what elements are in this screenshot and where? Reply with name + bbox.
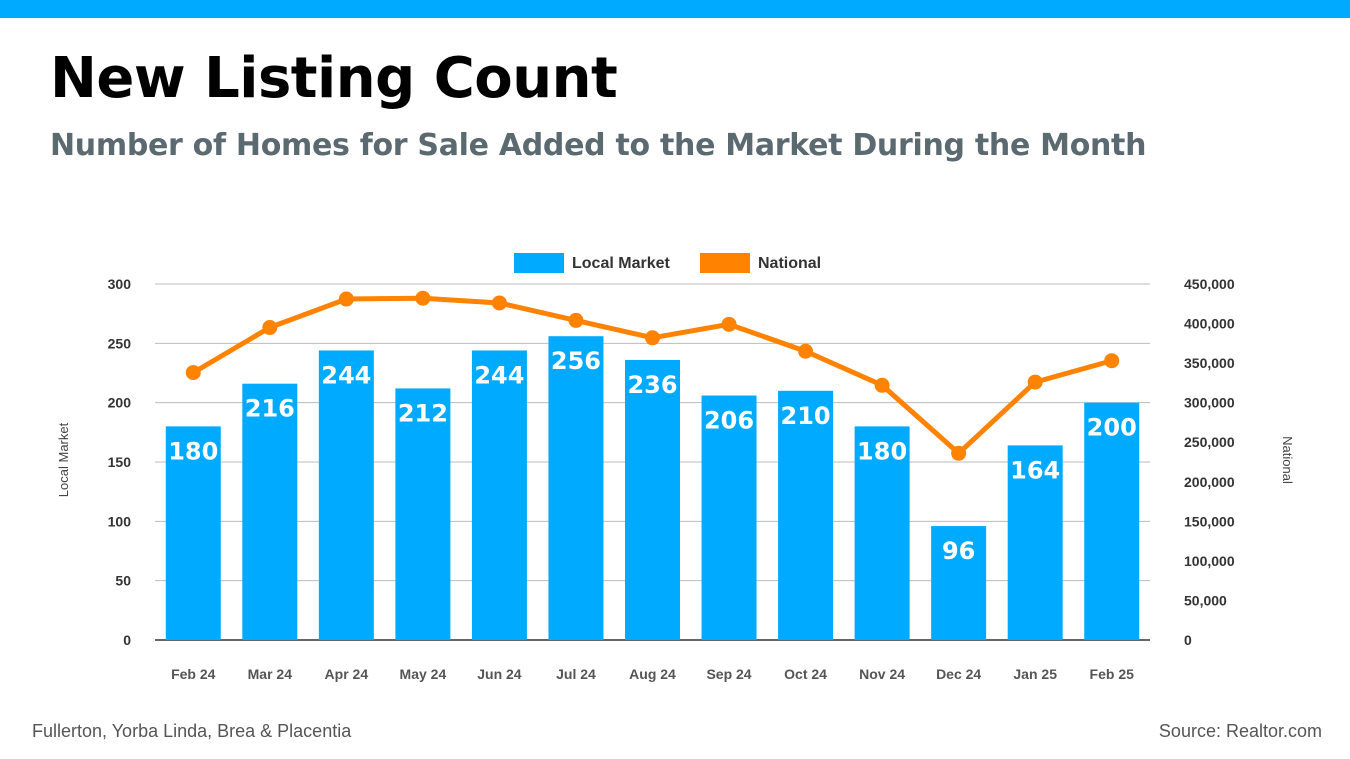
y-tick-left: 300 — [108, 276, 132, 292]
y-tick-right: 200,000 — [1184, 474, 1235, 490]
x-tick: May 24 — [400, 666, 447, 682]
y-tick-right: 300,000 — [1184, 395, 1235, 411]
region-label: Fullerton, Yorba Linda, Brea & Placentia — [32, 721, 352, 741]
bar-data-label: 212 — [398, 399, 448, 427]
x-tick: Jul 24 — [556, 666, 596, 682]
bar-data-label: 180 — [857, 437, 907, 465]
national-point — [1027, 374, 1043, 390]
national-point — [1104, 353, 1120, 369]
x-tick: Nov 24 — [859, 666, 905, 682]
national-point — [338, 291, 354, 307]
national-point — [491, 295, 507, 311]
x-tick: Aug 24 — [629, 666, 676, 682]
bar — [318, 350, 374, 640]
y-tick-right: 450,000 — [1184, 276, 1235, 292]
page-title: New Listing Count — [50, 46, 618, 111]
national-point — [645, 330, 660, 346]
source-label: Source: Realtor.com — [1158, 721, 1322, 741]
x-tick: Feb 24 — [171, 666, 216, 682]
y-tick-right: 100,000 — [1184, 553, 1235, 569]
x-tick: Apr 24 — [325, 666, 369, 682]
bar — [625, 359, 680, 640]
national-point — [721, 316, 737, 332]
y-tick-left: 150 — [108, 454, 132, 470]
y-tick-left: 0 — [123, 632, 131, 648]
x-tick: Feb 25 — [1090, 666, 1135, 682]
y-tick-right: 150,000 — [1184, 513, 1235, 529]
national-point — [262, 320, 278, 336]
bar-data-label: 164 — [1010, 456, 1060, 484]
y-tick-right: 0 — [1184, 632, 1192, 648]
y-tick-right: 350,000 — [1184, 355, 1235, 371]
bar — [242, 383, 298, 640]
bar — [778, 390, 834, 640]
bar-data-label: 216 — [245, 395, 295, 423]
y-tick-right: 250,000 — [1184, 434, 1235, 450]
bar-data-label: 244 — [474, 361, 524, 389]
national-point — [798, 343, 814, 359]
legend-label-national: National — [758, 255, 821, 272]
bar — [854, 426, 910, 640]
x-tick: Jun 24 — [477, 666, 522, 682]
y-tick-left: 50 — [115, 573, 131, 589]
x-tick: Mar 24 — [248, 666, 293, 682]
national-point — [874, 377, 890, 393]
bar — [165, 426, 221, 640]
bar-data-label: 200 — [1087, 414, 1137, 442]
national-point — [568, 312, 584, 328]
bar — [471, 350, 527, 640]
x-tick: Sep 24 — [706, 666, 751, 682]
bar — [548, 336, 604, 640]
bar — [1084, 402, 1140, 640]
page-subtitle: Number of Homes for Sale Added to the Ma… — [50, 128, 1147, 163]
legend-swatch-local — [514, 253, 564, 273]
bar — [701, 395, 757, 640]
bar-data-label: 244 — [321, 361, 371, 389]
bar-data-label: 236 — [627, 371, 677, 399]
national-point — [951, 445, 967, 461]
bar-data-label: 180 — [168, 437, 218, 465]
x-tick: Jan 25 — [1013, 666, 1057, 682]
national-point — [185, 365, 201, 381]
bar-data-label: 256 — [551, 347, 601, 375]
y-tick-left: 250 — [108, 335, 132, 351]
legend-swatch-national — [700, 253, 750, 273]
top-accent-bar — [0, 0, 1350, 18]
x-tick: Dec 24 — [936, 666, 981, 682]
bar-data-label: 96 — [942, 537, 975, 565]
x-tick: Oct 24 — [784, 666, 827, 682]
bar-data-label: 206 — [704, 407, 754, 435]
bar-data-label: 210 — [781, 402, 831, 430]
bar — [395, 388, 451, 640]
y-tick-left: 200 — [108, 395, 132, 411]
y-tick-right: 50,000 — [1184, 592, 1227, 608]
national-point — [415, 290, 431, 306]
y-tick-left: 100 — [108, 513, 132, 529]
legend-label-local: Local Market — [572, 255, 670, 272]
y-axis-title-right: National — [1280, 436, 1295, 484]
y-tick-right: 400,000 — [1184, 316, 1235, 332]
bar — [931, 526, 987, 640]
bar — [1007, 445, 1063, 640]
y-axis-title-left: Local Market — [56, 422, 71, 497]
